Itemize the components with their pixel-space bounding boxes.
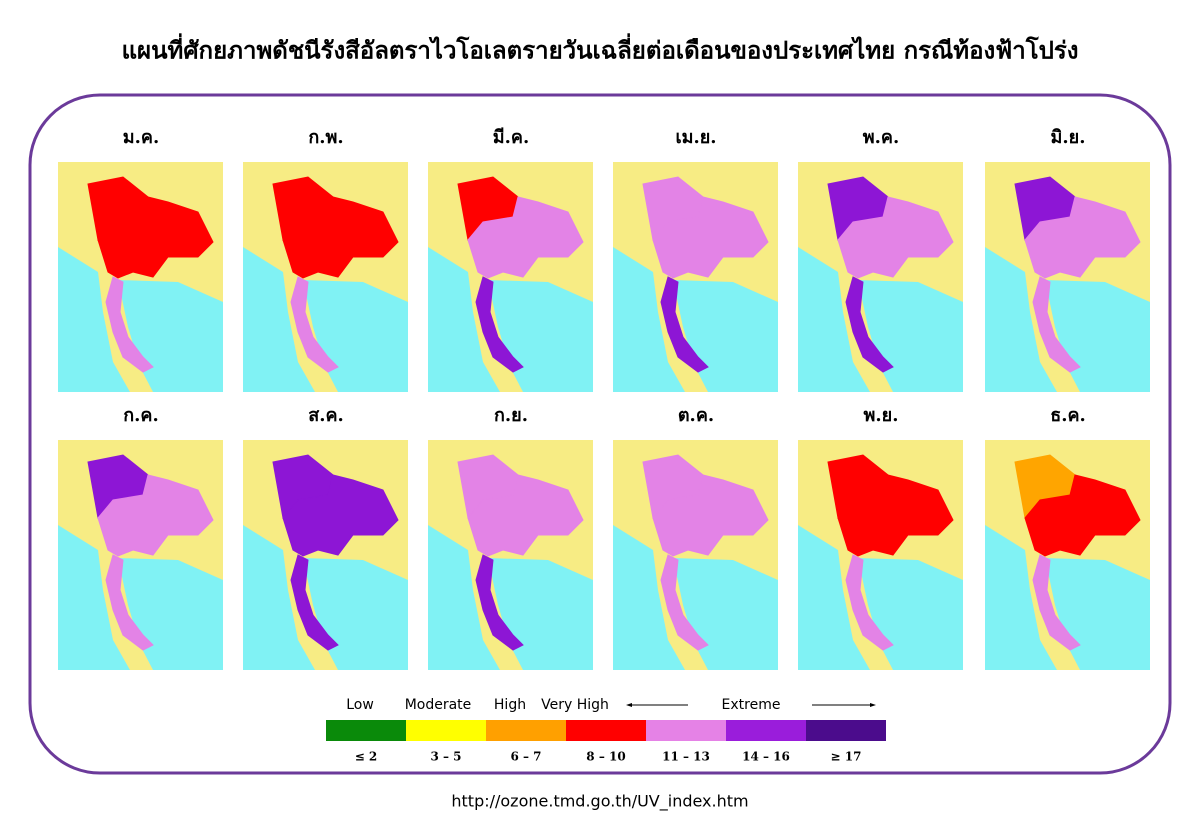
sea xyxy=(428,247,500,392)
legend-swatch xyxy=(326,720,406,741)
map-panel xyxy=(58,162,223,392)
legend-swatch xyxy=(726,720,806,741)
region-south xyxy=(660,276,709,373)
source-url: http://ozone.tmd.go.th/UV_index.htm xyxy=(451,792,748,812)
legend-swatch xyxy=(406,720,486,741)
map-panel xyxy=(613,162,778,392)
region-south xyxy=(845,276,894,373)
region-south xyxy=(105,276,154,373)
maps: ม.ค. ก.พ. มี.ค. เม.ย. พ.ค. มิ.ย. ก.ค. ส.ค. ก.ย. ต… xyxy=(58,127,1150,670)
frame xyxy=(28,93,1172,775)
sea xyxy=(985,525,1057,670)
region-south xyxy=(1032,276,1081,373)
region-main xyxy=(1024,196,1141,279)
legend-range: 3 – 5 xyxy=(430,750,461,764)
map-panel xyxy=(613,440,778,670)
region-main xyxy=(652,196,769,279)
legend-swatch xyxy=(486,720,566,741)
month-label: เม.ย. xyxy=(675,127,716,148)
sea xyxy=(243,247,315,392)
region-main xyxy=(467,196,584,279)
sea xyxy=(243,525,315,670)
map-panel xyxy=(798,440,963,670)
region-main xyxy=(467,474,584,557)
sea xyxy=(58,247,130,392)
legend: ≤ 2 3 – 5 6 – 7 8 – 10 11 – 13 14 – 16 ≥ 17 Low… xyxy=(326,697,886,764)
map-panel xyxy=(985,440,1150,670)
month-label: พ.ย. xyxy=(864,405,899,426)
map-panel xyxy=(798,162,963,392)
region-main xyxy=(837,196,954,279)
month-label: มี.ค. xyxy=(493,127,529,148)
month-label: ม.ค. xyxy=(123,127,159,148)
sea xyxy=(428,525,500,670)
region-south xyxy=(1032,554,1081,651)
region-main xyxy=(652,474,769,557)
region-main xyxy=(97,474,214,557)
legend-label: Moderate xyxy=(405,697,472,713)
map-panel xyxy=(428,162,593,392)
month-label: ส.ค. xyxy=(308,405,344,426)
legend-range: 11 – 13 xyxy=(662,750,710,764)
sea xyxy=(798,525,870,670)
month-label: พ.ค. xyxy=(863,127,899,148)
region-main xyxy=(282,196,399,279)
month-label: ธ.ค. xyxy=(1050,405,1086,426)
legend-range: ≥ 17 xyxy=(831,750,862,764)
region-south xyxy=(105,554,154,651)
month-label: ต.ค. xyxy=(678,405,714,426)
region-south xyxy=(290,276,339,373)
legend-swatch xyxy=(806,720,886,741)
region-south xyxy=(290,554,339,651)
legend-range: 8 – 10 xyxy=(586,750,625,764)
map-panel xyxy=(58,440,223,670)
sea xyxy=(798,247,870,392)
map-panel xyxy=(985,162,1150,392)
legend-label: Very High xyxy=(541,697,609,713)
month-label: มิ.ย. xyxy=(1051,127,1086,148)
legend-swatch xyxy=(566,720,646,741)
region-south xyxy=(475,554,524,651)
region-main xyxy=(282,474,399,557)
month-label: ก.พ. xyxy=(308,127,343,148)
map-panel xyxy=(243,162,408,392)
region-south xyxy=(845,554,894,651)
region-main xyxy=(837,474,954,557)
month-label: ก.ค. xyxy=(123,405,158,426)
arrowhead xyxy=(626,703,632,707)
legend-swatch xyxy=(646,720,726,741)
title: แผนที่ศักยภาพดัชนีรังสีอัลตราไวโอเลตรายว… xyxy=(122,33,1079,65)
map-panel xyxy=(428,440,593,670)
region-south xyxy=(660,554,709,651)
sea xyxy=(58,525,130,670)
region-south xyxy=(475,276,524,373)
legend-label: Extreme xyxy=(722,697,781,713)
arrowhead xyxy=(870,703,876,707)
legend-range: ≤ 2 xyxy=(355,750,378,764)
region-main xyxy=(1024,474,1141,557)
month-label: ก.ย. xyxy=(494,405,528,426)
map-panel xyxy=(243,440,408,670)
sea xyxy=(613,525,685,670)
sea xyxy=(613,247,685,392)
legend-range: 14 – 16 xyxy=(742,750,790,764)
legend-label: High xyxy=(494,697,526,713)
sea xyxy=(985,247,1057,392)
legend-label: Low xyxy=(346,697,374,713)
legend-range: 6 – 7 xyxy=(510,750,541,764)
region-main xyxy=(97,196,214,279)
